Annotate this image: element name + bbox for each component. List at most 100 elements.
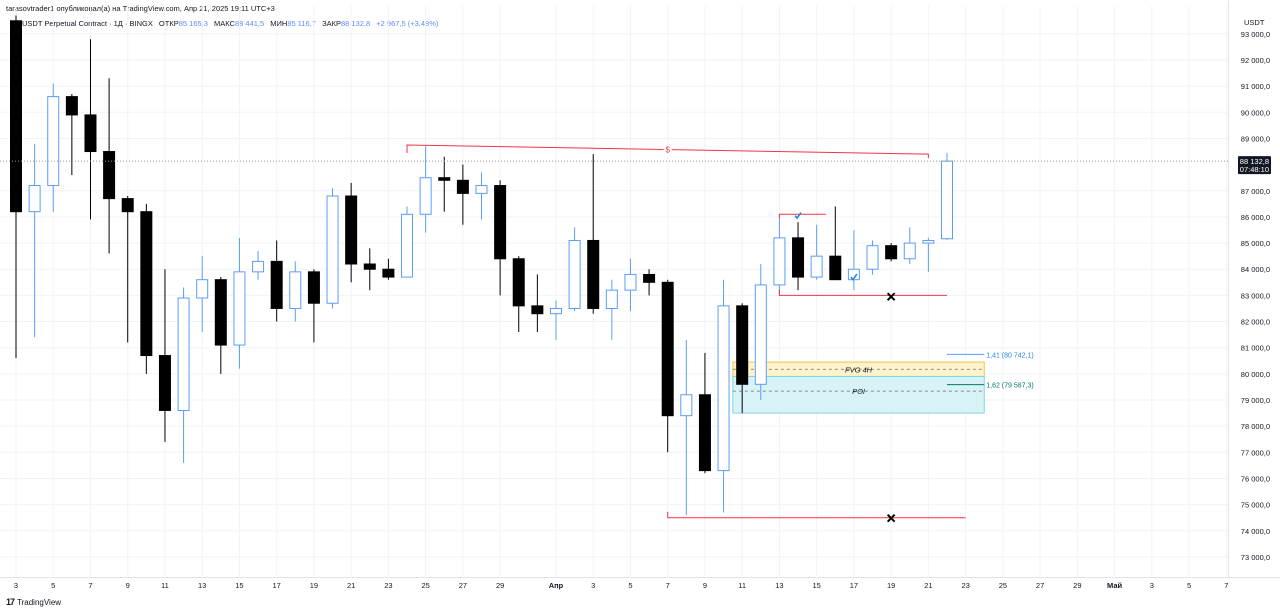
time-tick-label: 25 bbox=[421, 581, 429, 590]
time-tick-label: 7 bbox=[1224, 581, 1228, 590]
candle-body[interactable] bbox=[103, 151, 116, 200]
time-tick-label: 27 bbox=[1036, 581, 1044, 590]
high-value: 88 441,5 bbox=[234, 19, 265, 28]
candle-body[interactable] bbox=[717, 305, 730, 472]
candle-body[interactable] bbox=[810, 255, 823, 278]
candle-body[interactable] bbox=[587, 239, 600, 309]
price-tick-label: 92 000,0 bbox=[1241, 56, 1270, 65]
candle-body[interactable] bbox=[847, 268, 860, 281]
time-tick-label: Май bbox=[1107, 581, 1123, 590]
price-tick-label: 78 000,0 bbox=[1241, 422, 1270, 431]
price-tick-label: 84 000,0 bbox=[1241, 265, 1270, 274]
price-tick-label: 80 000,0 bbox=[1241, 370, 1270, 379]
candle-body[interactable] bbox=[903, 242, 916, 260]
candle-body[interactable] bbox=[270, 260, 283, 309]
time-tick-label: 29 bbox=[1073, 581, 1081, 590]
tradingview-logo[interactable]: 17 TradingView bbox=[6, 597, 61, 607]
open-label: ОТКР bbox=[158, 19, 179, 28]
candle-body[interactable] bbox=[736, 305, 749, 385]
open-value: 85 165,3 bbox=[178, 19, 208, 28]
candle-body[interactable] bbox=[941, 160, 953, 240]
candle-body[interactable] bbox=[922, 239, 935, 244]
candle-body[interactable] bbox=[10, 20, 22, 213]
price-tick-label: 90 000,0 bbox=[1241, 108, 1270, 117]
time-tick-label: 11 bbox=[738, 581, 746, 590]
candle-body[interactable] bbox=[624, 273, 637, 291]
candle-body[interactable] bbox=[84, 114, 97, 153]
candle-body[interactable] bbox=[475, 185, 488, 194]
time-tick-label: 9 bbox=[126, 581, 130, 590]
time-tick-label: 3 bbox=[591, 581, 595, 590]
poi-zone[interactable] bbox=[732, 375, 985, 414]
candle-body[interactable] bbox=[512, 258, 525, 307]
candle-body[interactable] bbox=[773, 237, 786, 286]
candle-body[interactable] bbox=[289, 271, 302, 309]
candle-body[interactable] bbox=[28, 185, 41, 213]
candle-body[interactable] bbox=[661, 281, 674, 417]
candle-body[interactable] bbox=[792, 237, 805, 278]
candle-body[interactable] bbox=[363, 263, 376, 270]
price-tick-label: 85 000,0 bbox=[1241, 239, 1270, 248]
candle-body[interactable] bbox=[345, 195, 358, 265]
time-axis: 3 5 7 9 11 13 15 17 19 21 23 25 27 29 Апр 3 5 7 9 11 13 15 17 1… bbox=[14, 581, 1228, 590]
symbol-legend: USDT Perpetual Contract · 1Д · BINGX ОТК… bbox=[22, 19, 438, 28]
candle-body[interactable] bbox=[680, 394, 693, 417]
high-label: МАКС bbox=[214, 19, 235, 28]
time-tick-label: 27 bbox=[459, 581, 467, 590]
candle-body[interactable] bbox=[196, 279, 209, 299]
low-line[interactable] bbox=[667, 511, 966, 519]
price-tick-label: 83 000,0 bbox=[1241, 291, 1270, 300]
time-tick-label: 17 bbox=[273, 581, 281, 590]
price-tick-label: 93 000,0 bbox=[1241, 30, 1270, 39]
candle-body[interactable] bbox=[456, 179, 469, 194]
candle-body[interactable] bbox=[829, 255, 842, 281]
last-price-tag[interactable] bbox=[1238, 156, 1271, 175]
candle-body[interactable] bbox=[121, 198, 134, 213]
publish-info: tarasovtrader1 опубликовал(а) на Trading… bbox=[6, 4, 275, 13]
candle-body[interactable] bbox=[307, 271, 320, 304]
fvg-label: FVG 4H bbox=[845, 365, 873, 374]
candle-body[interactable] bbox=[233, 271, 246, 346]
symbol-title[interactable]: USDT Perpetual Contract · 1Д · BINGX bbox=[22, 19, 153, 28]
price-tick-label: 79 000,0 bbox=[1241, 396, 1270, 405]
candle-body[interactable] bbox=[698, 394, 711, 472]
candle-body[interactable] bbox=[605, 289, 618, 309]
candle-body[interactable] bbox=[382, 268, 395, 278]
candle-body[interactable] bbox=[568, 239, 581, 309]
price-tick-label: 77 000,0 bbox=[1241, 448, 1270, 457]
last-price-value: 88 132,8 bbox=[1240, 157, 1269, 166]
candle-body[interactable] bbox=[177, 297, 190, 411]
candle-body[interactable] bbox=[401, 213, 414, 278]
tradingview-icon: 17 bbox=[6, 597, 15, 607]
candle-body[interactable] bbox=[549, 307, 562, 315]
price-tick-label: 89 000,0 bbox=[1241, 134, 1270, 143]
x-mark-icon bbox=[886, 514, 896, 523]
price-tick-label: 91 000,0 bbox=[1241, 82, 1270, 91]
candle-body[interactable] bbox=[140, 211, 153, 357]
time-tick-label: 7 bbox=[666, 581, 670, 590]
support-line[interactable] bbox=[778, 289, 947, 296]
high-bracket-line[interactable] bbox=[778, 213, 826, 219]
candle-body[interactable] bbox=[252, 260, 265, 273]
low-label: МИН bbox=[270, 19, 288, 28]
candle-body[interactable] bbox=[419, 177, 432, 215]
check-mark-icon bbox=[794, 212, 802, 220]
candle-body[interactable] bbox=[47, 96, 60, 187]
candle-body[interactable] bbox=[643, 273, 656, 283]
candle-body[interactable] bbox=[754, 284, 767, 385]
time-tick-label: 9 bbox=[703, 581, 707, 590]
currency-label[interactable]: USDT bbox=[1244, 18, 1265, 27]
candle-body[interactable] bbox=[885, 245, 898, 260]
time-tick-label: 13 bbox=[198, 581, 206, 590]
candle-body[interactable] bbox=[531, 305, 544, 315]
time-tick-label: 15 bbox=[235, 581, 243, 590]
candle-body[interactable] bbox=[326, 195, 339, 304]
candle-body[interactable] bbox=[866, 245, 879, 270]
candle-body[interactable] bbox=[65, 96, 78, 116]
candle-body[interactable] bbox=[494, 185, 507, 260]
candle-body[interactable] bbox=[158, 355, 171, 411]
zones: FVG 4H POI bbox=[732, 361, 985, 414]
candle-body[interactable] bbox=[438, 177, 451, 181]
candle-body[interactable] bbox=[214, 279, 227, 346]
